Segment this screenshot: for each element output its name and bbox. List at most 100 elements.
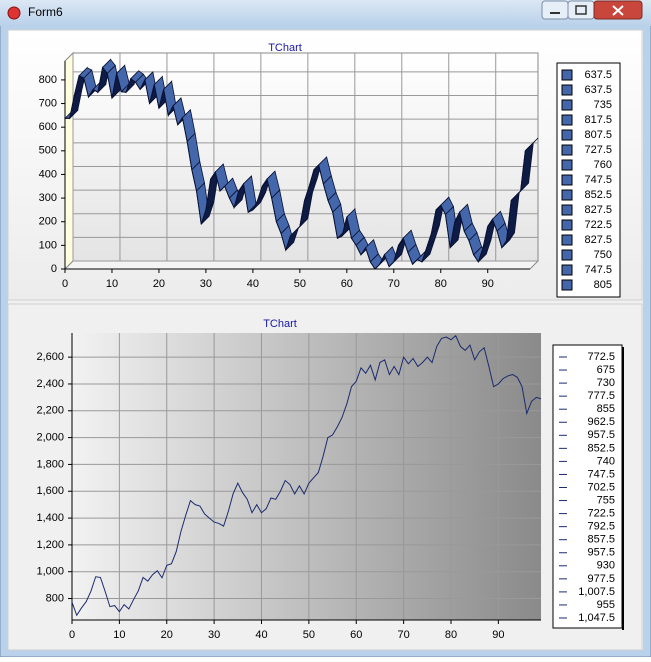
x-tick-label: 30 (208, 629, 220, 641)
legend-label: 730 (597, 377, 615, 389)
side-wall (64, 51, 74, 271)
legend-symbol (561, 234, 573, 246)
y-tick-label: 1,000 (36, 566, 64, 578)
legend-label: 637.5 (584, 84, 612, 96)
legend-label: 957.5 (587, 429, 615, 441)
legend-symbol (561, 99, 573, 111)
chart-title: TChart (263, 318, 297, 330)
legend-label: 962.5 (587, 416, 615, 428)
x-tick-label: 70 (397, 629, 409, 641)
x-tick-label: 10 (106, 278, 118, 290)
legend-symbol (561, 219, 573, 231)
y-tick-label: 300 (39, 192, 57, 204)
legend-label: 722.5 (584, 219, 612, 231)
legend-label: 755 (597, 494, 615, 506)
y-tick-label: 200 (39, 216, 57, 228)
x-tick-label: 80 (445, 629, 457, 641)
x-tick-label: 20 (153, 278, 165, 290)
x-tick-label: 0 (69, 629, 75, 641)
y-tick-label: 600 (39, 121, 57, 133)
x-tick-label: 40 (255, 629, 267, 641)
floor (63, 260, 540, 270)
legend-label: 827.5 (584, 204, 612, 216)
x-tick-label: 20 (161, 629, 173, 641)
legend-label: 675 (597, 364, 615, 376)
legend-symbol (561, 144, 573, 156)
legend-label: 807.5 (584, 129, 612, 141)
y-tick-label: 1,200 (36, 539, 64, 551)
legend-symbol (561, 204, 573, 216)
y-tick-label: 0 (51, 263, 57, 275)
maximize-button[interactable] (567, 0, 595, 20)
legend-label: 747.5 (584, 264, 612, 276)
legend (552, 344, 623, 629)
legend-label: 722.5 (587, 508, 615, 520)
legend-label: 735 (594, 99, 612, 111)
legend-label: 727.5 (584, 144, 612, 156)
y-tick-label: 1,400 (36, 512, 64, 524)
x-tick-label: 90 (482, 278, 494, 290)
y-tick-label: 700 (39, 97, 57, 109)
legend-label: 930 (597, 560, 615, 572)
legend-symbol (561, 249, 573, 261)
legend-label: 702.5 (587, 481, 615, 493)
legend-symbol (561, 114, 573, 126)
data-line (65, 66, 531, 270)
legend-symbol (561, 174, 573, 186)
legend-label: 740 (597, 455, 615, 467)
y-tick-label: 100 (39, 239, 57, 251)
data-line (71, 334, 542, 617)
x-tick-label: 60 (350, 629, 362, 641)
x-tick-label: 10 (113, 629, 125, 641)
legend-label: 747.5 (587, 468, 615, 480)
legend-label: 855 (597, 403, 615, 415)
y-tick-label: 2,600 (36, 351, 64, 363)
x-tick-label: 0 (62, 278, 68, 290)
legend-label: 957.5 (587, 547, 615, 559)
legend-label: 1,047.5 (578, 612, 615, 624)
legend-symbol (561, 129, 573, 141)
legend-label: 977.5 (587, 573, 615, 585)
x-tick-label: 80 (435, 278, 447, 290)
window-title: Form6 (28, 5, 63, 19)
y-tick-label: 1,800 (36, 458, 64, 470)
legend-label: 760 (594, 159, 612, 171)
y-tick-label: 400 (39, 168, 57, 180)
x-tick-label: 70 (388, 278, 400, 290)
y-tick-label: 800 (46, 592, 64, 604)
legend-symbol (561, 84, 573, 96)
legend-symbol (561, 159, 573, 171)
x-tick-label: 50 (294, 278, 306, 290)
legend-label: 955 (597, 599, 615, 611)
legend-label: 1,007.5 (578, 586, 615, 598)
y-tick-label: 1,600 (36, 485, 64, 497)
plot-background (72, 333, 541, 620)
legend-label: 805 (594, 279, 612, 291)
x-tick-label: 30 (200, 278, 212, 290)
legend-label: 637.5 (584, 69, 612, 81)
legend-label: 852.5 (584, 189, 612, 201)
x-tick-label: 50 (303, 629, 315, 641)
legend-label: 857.5 (587, 534, 615, 546)
x-tick-label: 60 (341, 278, 353, 290)
minimize-button[interactable] (541, 0, 569, 20)
x-tick-label: 40 (247, 278, 259, 290)
x-tick-label: 90 (492, 629, 504, 641)
legend-label: 852.5 (587, 442, 615, 454)
y-tick-label: 2,200 (36, 405, 64, 417)
legend-label: 747.5 (584, 174, 612, 186)
legend-label: 772.5 (587, 351, 615, 363)
y-tick-label: 2,000 (36, 432, 64, 444)
legend-symbol (561, 69, 573, 81)
legend-symbol (561, 264, 573, 276)
legend-symbol (561, 279, 573, 291)
legend-label: 827.5 (584, 234, 612, 246)
legend-label: 792.5 (587, 521, 615, 533)
legend-label: 777.5 (587, 390, 615, 402)
legend-label: 750 (594, 249, 612, 261)
legend-label: 817.5 (584, 114, 612, 126)
chart-title: TChart (268, 42, 302, 54)
legend-symbol (561, 189, 573, 201)
y-tick-label: 2,400 (36, 378, 64, 390)
